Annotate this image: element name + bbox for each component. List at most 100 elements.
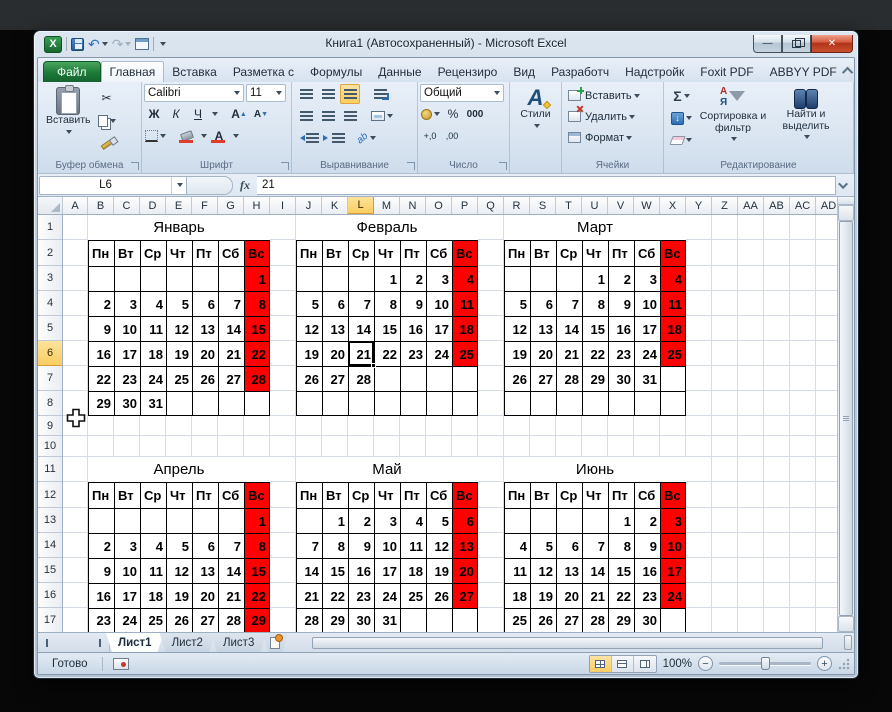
day-header-cell[interactable]: Вт (322, 240, 348, 266)
cell-U9[interactable] (582, 416, 608, 436)
insert-dropdown-icon[interactable] (633, 93, 640, 101)
cell-A5[interactable] (63, 316, 88, 341)
date-cell[interactable]: 4 (140, 533, 166, 558)
date-cell[interactable]: 25 (140, 608, 166, 632)
tab-view[interactable]: Вид (513, 64, 536, 79)
cell-AD5[interactable] (816, 316, 837, 341)
expand-formula-bar-button[interactable] (836, 176, 853, 195)
wrap-text-button[interactable] (370, 84, 390, 104)
column-header-M[interactable]: M (374, 197, 400, 214)
cell-AB15[interactable] (764, 558, 790, 583)
cell-AB2[interactable] (764, 240, 790, 266)
cell-I16[interactable] (270, 583, 296, 608)
date-cell[interactable]: 8 (374, 291, 400, 316)
cell-A3[interactable] (63, 266, 88, 291)
day-header-cell[interactable]: Пт (400, 240, 426, 266)
date-cell[interactable] (218, 391, 244, 416)
date-cell[interactable]: 14 (556, 316, 582, 341)
tab-page-layout[interactable]: Разметка с (232, 64, 295, 79)
cell-AC9[interactable] (790, 416, 816, 436)
cell-B9[interactable] (88, 416, 114, 436)
date-cell[interactable] (192, 266, 218, 291)
date-cell[interactable] (218, 266, 244, 291)
date-cell[interactable]: 3 (426, 266, 452, 291)
row-header-9[interactable]: 9 (38, 416, 62, 436)
date-cell[interactable]: 5 (296, 291, 322, 316)
format-painter-button[interactable] (97, 134, 117, 154)
sheet-tab-3[interactable]: Лист3 (211, 633, 266, 652)
day-header-cell[interactable]: Пн (88, 240, 114, 266)
cell-Z6[interactable] (712, 341, 738, 366)
grow-font-button[interactable]: А ▲ (231, 107, 247, 121)
cell-AC6[interactable] (790, 341, 816, 366)
date-cell[interactable] (608, 391, 634, 416)
column-header-G[interactable]: G (218, 197, 244, 214)
date-cell[interactable] (634, 391, 660, 416)
date-cell[interactable] (348, 391, 374, 416)
date-cell[interactable]: 18 (140, 583, 166, 608)
cell-AC14[interactable] (790, 533, 816, 558)
cell-I11[interactable] (270, 457, 296, 482)
date-cell[interactable]: 3 (660, 508, 686, 533)
day-header-cell[interactable]: Пн (296, 482, 322, 508)
date-cell[interactable]: 6 (556, 533, 582, 558)
cell-AC8[interactable] (790, 391, 816, 416)
tab-addins[interactable]: Надстройк (625, 64, 685, 79)
column-header-AC[interactable]: AC (790, 197, 816, 214)
date-cell[interactable]: 8 (608, 533, 634, 558)
orientation-button[interactable]: ab (355, 128, 377, 148)
date-cell[interactable]: 22 (582, 341, 608, 366)
date-cell[interactable] (192, 391, 218, 416)
date-cell[interactable]: 8 (244, 533, 270, 558)
name-box[interactable]: L6 (39, 175, 187, 195)
date-cell[interactable]: 14 (218, 558, 244, 583)
date-cell[interactable]: 24 (426, 341, 452, 366)
date-cell[interactable] (114, 508, 140, 533)
percent-button[interactable]: % (447, 107, 459, 121)
date-cell[interactable]: 17 (634, 316, 660, 341)
cell-C10[interactable] (114, 436, 140, 457)
fill-color-button[interactable] (177, 127, 197, 145)
date-cell[interactable]: 26 (504, 366, 530, 391)
cell-Z8[interactable] (712, 391, 738, 416)
date-cell[interactable]: 23 (400, 341, 426, 366)
column-header-U[interactable]: U (582, 197, 608, 214)
cell-Z10[interactable] (712, 436, 738, 457)
cell-AC7[interactable] (790, 366, 816, 391)
cell-M10[interactable] (374, 436, 400, 457)
cell-A8[interactable] (63, 391, 88, 416)
macro-record-icon[interactable] (112, 657, 129, 670)
date-cell[interactable] (88, 508, 114, 533)
date-cell[interactable] (400, 608, 426, 632)
date-cell[interactable]: 23 (634, 583, 660, 608)
increase-indent-button[interactable] (322, 128, 346, 148)
cell-Q2[interactable] (478, 240, 504, 266)
cell-L9[interactable] (348, 416, 374, 436)
day-header-cell[interactable]: Ср (140, 240, 166, 266)
date-cell[interactable]: 26 (192, 366, 218, 391)
date-cell[interactable] (374, 391, 400, 416)
column-header-D[interactable]: D (140, 197, 166, 214)
date-cell[interactable]: 4 (400, 508, 426, 533)
cell-Y2[interactable] (686, 240, 712, 266)
cell-AD1[interactable] (816, 215, 837, 240)
cell-AD9[interactable] (816, 416, 837, 436)
cell-Y17[interactable] (686, 608, 712, 632)
date-cell[interactable]: 14 (218, 316, 244, 341)
date-cell[interactable]: 2 (400, 266, 426, 291)
scroll-left-button[interactable] (294, 635, 310, 650)
date-cell[interactable]: 16 (400, 316, 426, 341)
date-cell[interactable]: 11 (140, 558, 166, 583)
clear-dropdown-icon[interactable] (686, 138, 692, 145)
column-header-V[interactable]: V (608, 197, 634, 214)
cell-P9[interactable] (452, 416, 478, 436)
day-header-cell[interactable]: Вт (530, 240, 556, 266)
redo-dropdown-icon[interactable] (125, 42, 132, 49)
date-cell[interactable]: 23 (608, 341, 634, 366)
column-header-C[interactable]: C (114, 197, 140, 214)
date-cell[interactable]: 28 (582, 608, 608, 632)
date-cell[interactable]: 7 (556, 291, 582, 316)
cells-canvas[interactable]: Январь Пн Вт Ср Чт Пт Сб Вс 1 2 3 4 5 6 7 8 9 10 11 12 13 14 1… (63, 215, 837, 632)
align-top-button[interactable] (296, 84, 316, 104)
normal-view-button[interactable] (589, 655, 612, 672)
